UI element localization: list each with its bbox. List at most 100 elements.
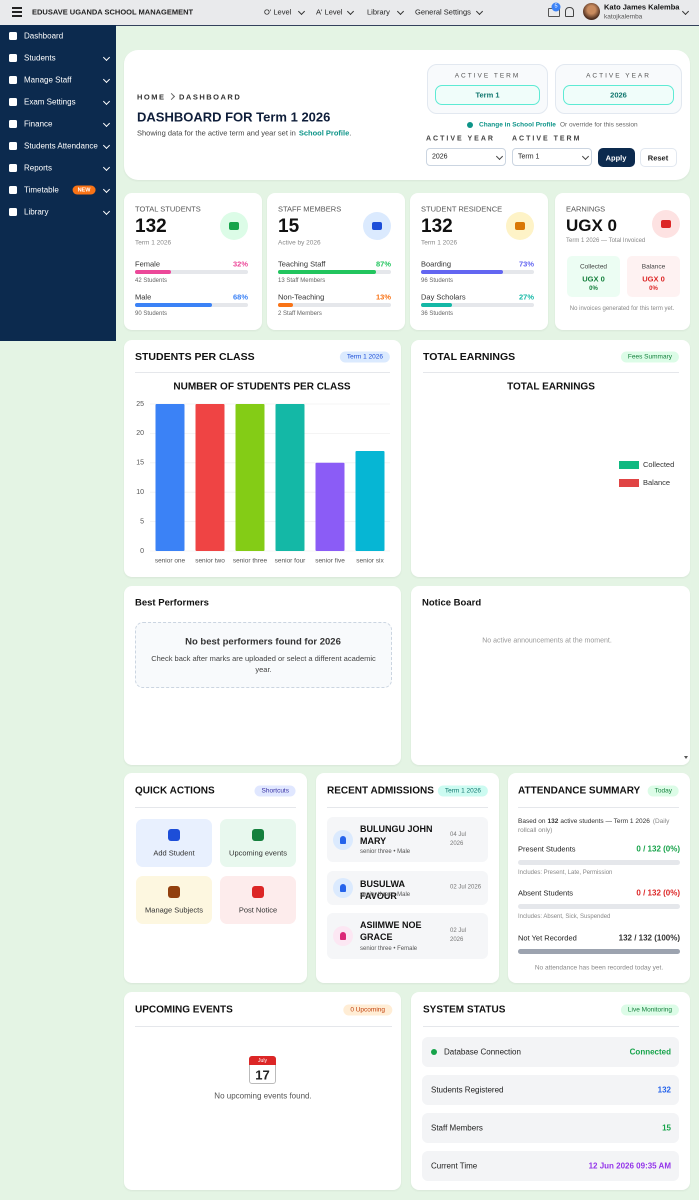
progress-fill <box>421 303 452 307</box>
empty-box <box>135 622 392 688</box>
sidebar-item[interactable]: Exam Settings <box>24 97 76 107</box>
sidebar-item[interactable]: Finance <box>24 119 53 129</box>
quick-action-tile[interactable] <box>136 819 212 867</box>
status-value: Connected <box>629 1047 671 1057</box>
divider <box>327 807 488 808</box>
earnings-box <box>567 256 620 297</box>
stat-label: STAFF MEMBERS <box>278 204 342 214</box>
icon-glyph <box>229 221 239 231</box>
stat-row-detail: 13 Staff Members <box>278 278 326 284</box>
quick-action-tile[interactable] <box>136 876 212 924</box>
sidebar-item[interactable]: Reports <box>24 163 53 173</box>
admission-item[interactable] <box>327 817 488 862</box>
panel-title: Notice Board <box>422 597 482 609</box>
panel-badge: Live Monitoring <box>620 1004 679 1016</box>
progress-fill <box>278 270 377 274</box>
calendar-month: July <box>258 1058 267 1064</box>
status-label: Staff Members <box>431 1123 483 1133</box>
stat-row-label: Male <box>135 292 152 302</box>
earnings-box <box>627 256 680 297</box>
quick-action-label: Post Notice <box>238 905 278 915</box>
select-value: 2026 <box>432 153 448 161</box>
stat-value: UGX 0 <box>566 216 618 235</box>
stat-row-percent: 13% <box>375 292 391 302</box>
divider <box>135 807 296 808</box>
icon-glyph <box>661 219 671 229</box>
stat-row-detail: 90 Students <box>135 311 168 317</box>
attendance-label: Absent Students <box>518 888 574 898</box>
calendar-day: 17 <box>255 1067 270 1083</box>
student-detail: senior three • Male <box>360 892 411 898</box>
sidebar-item[interactable]: Students Attendance <box>24 141 98 151</box>
earnings-note: No invoices generated for this term yet. <box>569 306 675 312</box>
admission-item[interactable] <box>327 871 488 905</box>
quick-action-tile[interactable] <box>220 876 296 924</box>
status-label: Current Time <box>431 1161 478 1171</box>
sidebar-item[interactable]: Manage Staff <box>24 75 72 85</box>
avatar[interactable] <box>583 3 600 20</box>
sidebar-item[interactable]: Timetable <box>24 185 59 195</box>
stat-row-detail: 2 Staff Members <box>278 311 322 317</box>
quick-action-icon <box>168 886 180 898</box>
reset-label: Reset <box>647 153 669 162</box>
progress-track <box>135 270 248 274</box>
sidebar-icon <box>9 54 17 62</box>
stat-note: Active by 2026 <box>278 239 321 247</box>
active-label: ACTIVE YEAR <box>586 72 651 80</box>
attendance-result: 132 / 132 (100%) <box>618 933 680 943</box>
stat-row-label: Day Scholars <box>421 292 466 302</box>
apply-button[interactable] <box>598 148 635 167</box>
earnings-box-label: Collected <box>579 263 608 271</box>
quick-action-icon <box>252 886 264 898</box>
menu-toggle-line <box>12 15 22 17</box>
stat-label: TOTAL STUDENTS <box>135 204 201 214</box>
panel-badge: Today <box>647 785 679 797</box>
divider <box>518 807 679 808</box>
quick-action-label: Upcoming events <box>229 848 287 858</box>
quick-action-tile[interactable] <box>220 819 296 867</box>
breadcrumb: DASHBOARD <box>179 92 242 102</box>
sidebar-icon <box>9 142 17 150</box>
divider <box>135 1026 392 1027</box>
attendance-note: Includes: Present, Late, Permission <box>518 870 613 876</box>
active-value: 2026 <box>610 90 627 100</box>
earnings-box-percent: 0% <box>589 286 598 292</box>
panel-title: ATTENDANCE SUMMARY <box>518 785 641 797</box>
notification-badge: 5 <box>551 2 561 12</box>
user-name: Kato James Kalemba <box>604 2 680 12</box>
filter-label: ACTIVE YEAR <box>426 135 495 143</box>
select[interactable] <box>512 148 592 166</box>
stat-row-label: Female <box>135 259 161 269</box>
sidebar-item[interactable]: Library <box>24 207 49 217</box>
stat-row-percent: 32% <box>232 259 248 269</box>
sidebar-item[interactable]: Students <box>24 53 56 63</box>
notice-board-card <box>411 586 690 765</box>
quick-action-label: Manage Subjects <box>145 905 203 915</box>
panel-badge: Fees Summary <box>620 351 679 363</box>
status-label: Database Connection <box>444 1047 521 1057</box>
scroll-arrow <box>684 756 688 759</box>
stat-value: 132 <box>421 216 453 237</box>
divider <box>135 372 390 373</box>
nav-menu[interactable]: Library <box>367 7 390 17</box>
panel-badge: Shortcuts <box>254 785 296 797</box>
admission-item[interactable] <box>327 913 488 959</box>
nav-menu[interactable]: General Settings <box>415 7 471 17</box>
sidebar-item[interactable]: Dashboard <box>24 31 64 41</box>
school-profile-link[interactable]: School Profile <box>298 128 350 138</box>
attendance-footer: No attendance has been recorded today ye… <box>534 964 664 972</box>
reset-button[interactable] <box>640 148 677 167</box>
sidebar-icon <box>9 164 17 172</box>
nav-menu[interactable]: O' Level <box>264 7 292 17</box>
panel-badge: Term 1 2026 <box>437 785 488 797</box>
empty-text: Check back after marks are uploaded or s… <box>151 654 376 674</box>
select[interactable] <box>426 148 506 166</box>
nav-menu[interactable]: A' Level <box>316 7 343 17</box>
student-name: BULUNGU JOHN MARY <box>360 824 433 846</box>
quick-action-icon <box>168 829 180 841</box>
progress-track <box>421 303 534 307</box>
bell-icon[interactable] <box>565 7 574 17</box>
change-link[interactable]: Change in School Profile <box>479 121 556 129</box>
active-label: ACTIVE TERM <box>454 72 521 80</box>
